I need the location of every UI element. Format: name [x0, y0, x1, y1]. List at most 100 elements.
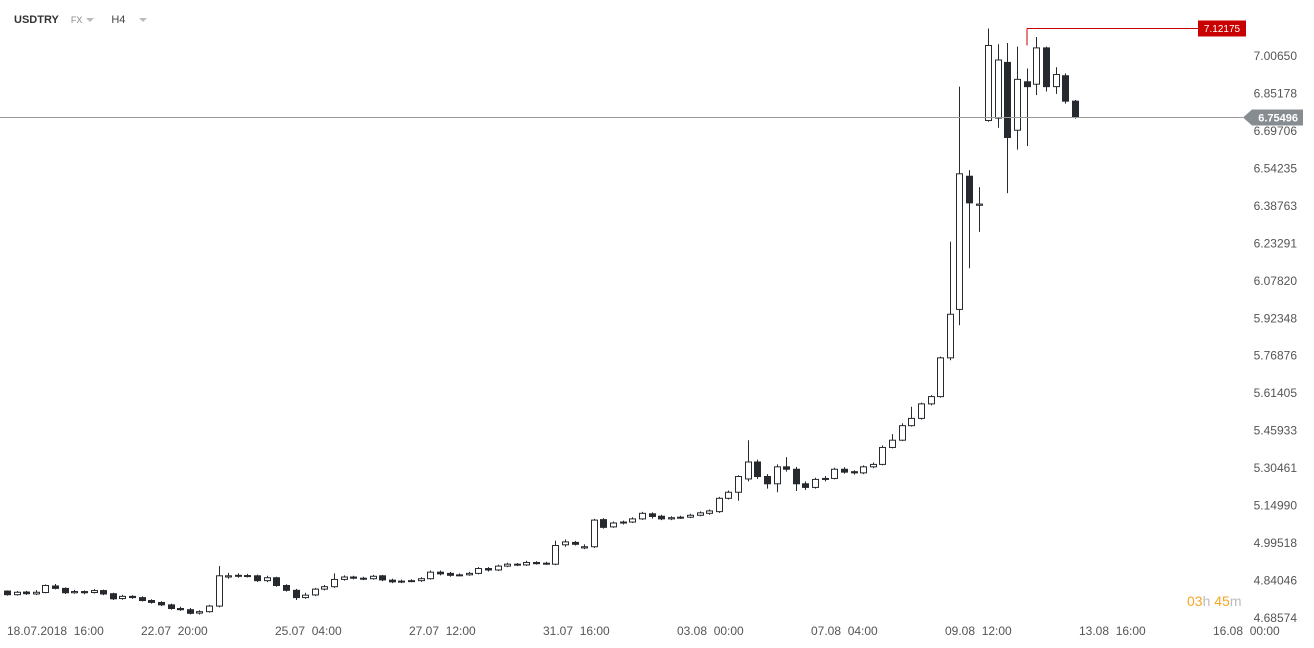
candle-body: [774, 466, 781, 485]
candle-body: [918, 403, 925, 419]
candle-body: [216, 575, 223, 607]
candle-body: [600, 519, 607, 528]
candle-body: [976, 203, 983, 206]
candle-body: [504, 563, 511, 567]
candle-body: [754, 461, 761, 478]
candle-body: [591, 519, 598, 548]
y-tick-label: 5.92348: [1254, 311, 1298, 325]
candle: [908, 406, 915, 427]
candle-body: [302, 594, 309, 599]
x-tick-label: 27.07 12:00: [409, 624, 476, 638]
candle: [177, 606, 184, 611]
candle-body: [687, 514, 694, 518]
candle-body: [735, 476, 742, 493]
candle-body: [225, 575, 232, 578]
candle-body: [1062, 75, 1069, 102]
candle-body: [398, 580, 405, 583]
candle-body: [783, 466, 790, 470]
candle-body: [793, 468, 800, 485]
candle-body: [995, 59, 1002, 119]
candle: [620, 520, 627, 525]
candle: [754, 459, 761, 479]
candle-body: [475, 568, 482, 574]
period-high-label: 7.12175: [1204, 24, 1241, 35]
candle-body: [273, 577, 280, 586]
candle-body: [485, 568, 492, 571]
candle-body: [129, 595, 136, 599]
candle-body: [1004, 61, 1011, 138]
candle-body: [552, 545, 559, 565]
instrument-header: USDTRY FX H4: [14, 12, 164, 28]
candle: [418, 577, 425, 582]
candle: [81, 590, 88, 595]
candle: [360, 576, 367, 581]
countdown-hours-unit: h: [1202, 593, 1211, 609]
candle-body: [543, 562, 550, 565]
symbol-label[interactable]: USDTRY: [14, 14, 59, 26]
candle: [1033, 36, 1040, 96]
y-tick-label: 4.68574: [1254, 611, 1298, 625]
price-overlays: 6.75496 7.12175: [0, 20, 1303, 126]
candle-body: [947, 313, 954, 359]
candle: [533, 561, 540, 565]
candle: [196, 610, 203, 615]
candle-body: [860, 466, 867, 474]
candle: [110, 592, 117, 601]
candle: [14, 591, 21, 596]
chevron-down-icon[interactable]: [139, 18, 148, 22]
candle-body: [148, 600, 155, 603]
candle-body: [677, 516, 684, 519]
timeframe-selector[interactable]: H4: [111, 14, 126, 26]
candle: [119, 594, 126, 600]
candle-body: [466, 572, 473, 576]
candle-body: [62, 587, 69, 594]
candle-body: [447, 572, 454, 576]
candle: [706, 509, 713, 515]
candle-body: [71, 591, 78, 594]
candle-body: [495, 565, 502, 571]
candle-body: [437, 571, 444, 575]
candle: [427, 570, 434, 580]
candle-body: [206, 605, 213, 613]
candle: [1043, 46, 1050, 92]
candle: [889, 434, 896, 449]
candle-series: [4, 28, 1079, 615]
candle-body: [244, 575, 251, 578]
candle-body: [235, 574, 242, 577]
x-tick-label: 25.07 04:00: [275, 624, 342, 638]
candle: [100, 589, 107, 596]
candle-body: [725, 491, 732, 499]
candle: [447, 571, 454, 577]
candle: [649, 512, 656, 519]
period-high-badge: 7.12175: [1198, 20, 1246, 37]
candle: [148, 599, 155, 604]
candle: [4, 590, 11, 596]
y-tick-label: 6.69706: [1254, 124, 1298, 138]
candle-body: [649, 513, 656, 517]
x-tick-label: 03.08 00:00: [677, 624, 744, 638]
candle-body: [23, 591, 30, 595]
candle: [206, 604, 213, 613]
candle: [985, 28, 992, 122]
candle-body: [879, 446, 886, 465]
candle: [370, 574, 377, 580]
candle-body: [870, 463, 877, 468]
candle: [52, 584, 59, 590]
candle: [514, 562, 521, 567]
y-tick-label: 5.14990: [1254, 499, 1298, 513]
candle: [466, 571, 473, 576]
candle-body: [254, 575, 261, 582]
candle: [687, 513, 694, 519]
candle: [216, 566, 223, 608]
candle-body: [889, 439, 896, 448]
candle: [629, 517, 636, 524]
candle: [1014, 46, 1021, 150]
candle-body: [514, 563, 521, 566]
chevron-down-icon[interactable]: [86, 18, 95, 22]
candle-body: [33, 591, 40, 595]
candle: [802, 481, 809, 490]
candle: [350, 575, 357, 580]
y-tick-label: 6.54235: [1254, 161, 1298, 175]
candle: [841, 467, 848, 474]
